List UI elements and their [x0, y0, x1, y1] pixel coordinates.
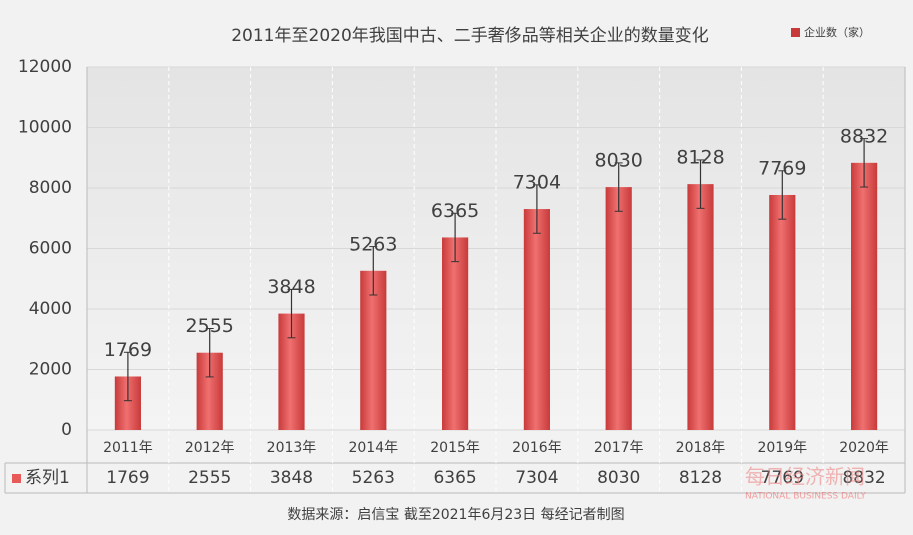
data-label: 1769	[104, 339, 152, 361]
bar	[769, 194, 796, 430]
watermark-en: NATIONAL BUSINESS DAILY	[745, 492, 866, 502]
x-tick-label: 2015年	[430, 440, 480, 456]
data-label: 8128	[676, 147, 724, 169]
table-value: 3848	[270, 468, 313, 488]
chart-title: 2011年至2020年我国中古、二手奢侈品等相关企业的数量变化	[231, 26, 709, 46]
data-label: 6365	[431, 200, 479, 222]
x-tick-label: 2020年	[839, 440, 889, 456]
x-tick-label: 2011年	[103, 440, 153, 456]
data-label: 5263	[349, 233, 397, 255]
table-value: 8030	[597, 468, 640, 488]
legend-label: 企业数（家）	[804, 25, 870, 39]
bar	[360, 270, 387, 430]
x-tick-label: 2012年	[185, 440, 235, 456]
bar	[687, 184, 714, 430]
legend-key	[791, 28, 800, 37]
table-value: 7304	[515, 468, 558, 488]
data-label: 8832	[840, 125, 888, 147]
y-tick-label: 6000	[29, 239, 72, 259]
bar	[605, 187, 632, 430]
bar	[523, 209, 550, 430]
bar	[851, 162, 878, 430]
data-label: 2555	[186, 315, 234, 337]
data-label: 7304	[513, 172, 561, 194]
x-tick-label: 2013年	[267, 440, 317, 456]
table-value: 2555	[188, 468, 231, 488]
y-tick-label: 4000	[29, 299, 72, 319]
source-note: 数据来源：启信宝 截至2021年6月23日 每经记者制图	[287, 507, 624, 523]
table-value: 8128	[679, 468, 722, 488]
y-tick-label: 0	[61, 420, 72, 440]
table-legend-key	[12, 474, 21, 483]
table-value: 1769	[106, 468, 149, 488]
data-label: 8030	[595, 150, 643, 172]
x-tick-label: 2017年	[594, 440, 644, 456]
watermark-cn: 每日经济新闻	[745, 465, 865, 489]
y-tick-label: 2000	[29, 360, 72, 380]
y-tick-label: 12000	[18, 57, 72, 77]
y-tick-label: 8000	[29, 178, 72, 198]
bar	[442, 237, 469, 430]
table-value: 7769	[761, 468, 804, 488]
table-row-label: 系列1	[25, 468, 70, 488]
data-label: 7769	[758, 157, 806, 179]
x-tick-label: 2014年	[348, 440, 398, 456]
x-tick-label: 2018年	[676, 440, 726, 456]
data-label: 3848	[267, 276, 315, 298]
table-value: 5263	[352, 468, 395, 488]
x-tick-label: 2019年	[757, 440, 807, 456]
table-value: 8832	[842, 468, 885, 488]
table-value: 6365	[433, 468, 476, 488]
y-tick-label: 10000	[18, 118, 72, 138]
x-tick-label: 2016年	[512, 440, 562, 456]
